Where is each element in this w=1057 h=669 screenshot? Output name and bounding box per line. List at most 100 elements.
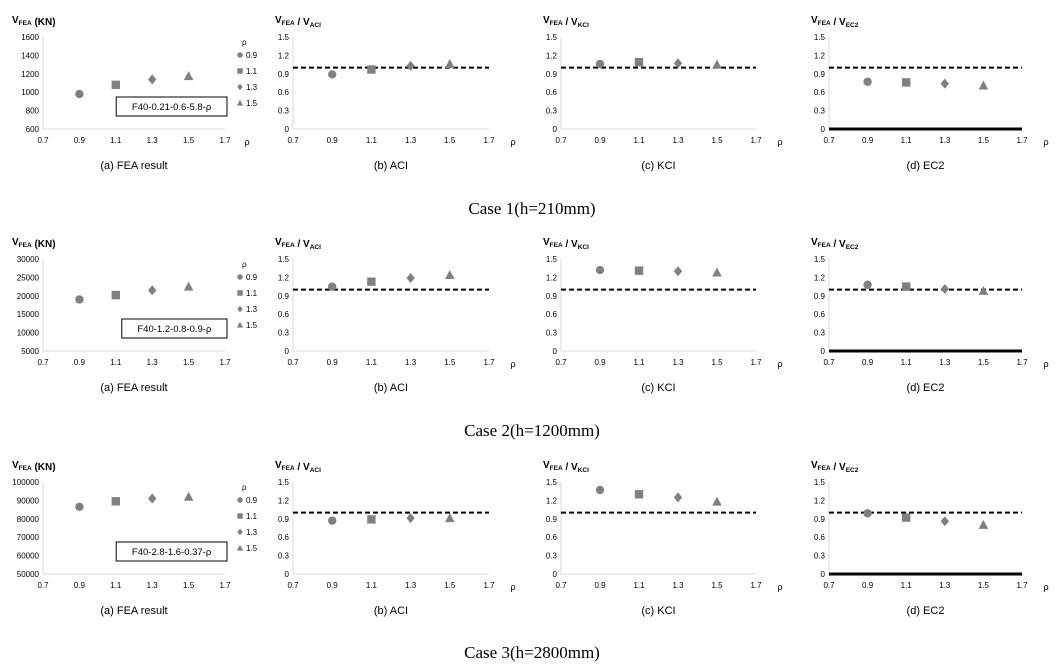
x-axis-label: ρ: [510, 359, 515, 369]
y-tick-label: 70000: [17, 533, 40, 542]
y-tick-label: 0.9: [546, 70, 558, 79]
data-point: [978, 285, 989, 295]
legend-marker: [237, 274, 243, 280]
x-tick-label: 1.1: [901, 136, 913, 145]
y-axis-title: VFEA / VKCI: [543, 460, 589, 474]
panel-caption: (c) KCI: [641, 605, 675, 617]
x-tick-label: 1.5: [978, 136, 990, 145]
y-tick-label: 0.9: [278, 292, 290, 301]
x-tick-label: 1.3: [147, 136, 159, 145]
data-point: [75, 502, 84, 512]
legend-marker: [237, 497, 243, 503]
data-point: [328, 70, 337, 79]
label-box: [115, 96, 228, 117]
data-point: [406, 513, 415, 524]
data-point: [712, 59, 722, 69]
case-title: Case 3(h=2800mm): [464, 643, 600, 662]
y-tick-label: 30000: [17, 255, 40, 264]
x-axis-label: ρ: [777, 137, 782, 147]
y-tick-label: 0: [821, 570, 826, 579]
x-tick-label: 1.3: [672, 581, 684, 590]
legend-marker-shape: [237, 274, 243, 280]
x-tick-label: 1.3: [405, 136, 417, 145]
x-tick-label: 1.7: [483, 581, 495, 590]
data-point: [75, 89, 84, 99]
x-tick-label: 1.5: [183, 581, 195, 590]
y-tick-label: 1.2: [546, 51, 558, 60]
x-tick-label: 0.9: [594, 136, 606, 145]
data-point: [445, 513, 455, 523]
x-tick-label: 1.7: [483, 136, 495, 145]
y-tick-label: 1.5: [814, 478, 826, 487]
legend-label: 1.3: [246, 305, 258, 314]
legend-marker-shape: [237, 290, 243, 296]
data-point: [445, 269, 455, 279]
y-tick-label: 0.9: [278, 70, 290, 79]
data-point: [595, 59, 605, 69]
chart-panel: VFEA / VKCI 0 0.3 0.6 0.9 1.2 1.5 0.7 0.9 1.1 1.3 1…: [543, 15, 783, 172]
x-tick-label: 0.7: [37, 358, 49, 367]
y-tick-label: 0.6: [546, 88, 558, 97]
x-tick-label: 0.7: [555, 358, 567, 367]
y-tick-label: 1.2: [814, 496, 826, 505]
x-tick-label: 0.7: [287, 581, 299, 590]
y-tick-label: 1.5: [814, 255, 826, 264]
x-axis-label: ρ: [777, 359, 782, 369]
x-tick-label: 0.9: [594, 581, 606, 590]
chart-panel: VFEA (KN) 5000 10000 15000 20000 25000 30000 0.…: [12, 237, 258, 394]
x-tick-label: 1.7: [1016, 581, 1028, 590]
x-tick-label: 0.7: [555, 136, 567, 145]
y-tick-label: 800: [26, 107, 40, 116]
x-tick-label: 1.3: [672, 358, 684, 367]
x-axis-label: ρ: [244, 137, 249, 147]
data-point: [367, 277, 376, 286]
y-tick-label: 0: [553, 570, 558, 579]
y-tick-label: 0.6: [278, 88, 290, 97]
x-tick-label: 1.1: [366, 358, 378, 367]
legend-marker: [236, 321, 244, 328]
data-point: [111, 80, 120, 90]
y-axis-title: VFEA / VKCI: [543, 237, 589, 251]
data-point: [148, 74, 157, 85]
legend-marker-shape: [237, 305, 243, 313]
x-axis-label: ρ: [1043, 137, 1048, 147]
y-tick-label: 0: [285, 570, 290, 579]
y-tick-label: 0.9: [546, 292, 558, 301]
data-point: [111, 497, 120, 506]
data-point: [595, 485, 605, 495]
chart-panel: VFEA / VACI 0 0.3 0.6 0.9 1.2 1.5 0.7 0.9 1.1 1.3 1…: [275, 460, 516, 617]
data-point: [940, 284, 949, 295]
y-axis-title: VFEA / VKCI: [543, 15, 589, 29]
chart-panel: VFEA (KN) 600 800 1000 1200 1400 1600 0.7 0.9 1.1…: [12, 15, 258, 172]
y-tick-label: 80000: [17, 515, 40, 524]
y-tick-label: 0: [553, 347, 558, 356]
panel-caption: (a) FEA result: [100, 605, 167, 617]
y-tick-label: 1.5: [814, 33, 826, 42]
x-tick-label: 1.7: [750, 136, 762, 145]
x-tick-label: 1.3: [939, 358, 951, 367]
y-axis-title: VFEA / VACI: [275, 460, 321, 474]
legend-label: 1.1: [246, 289, 258, 298]
y-axis-title: VFEA (KN): [12, 15, 56, 28]
x-tick-label: 1.1: [110, 358, 122, 367]
x-tick-label: 1.5: [444, 136, 456, 145]
x-axis-label: ρ: [1043, 359, 1048, 369]
legend-label: 1.5: [246, 544, 258, 553]
data-point: [367, 65, 376, 74]
y-tick-label: 20000: [17, 292, 40, 301]
x-tick-label: 1.7: [483, 358, 495, 367]
data-point: [445, 58, 455, 68]
panel-caption: (c) KCI: [641, 382, 675, 394]
data-point: [673, 58, 683, 69]
x-axis-label: ρ: [510, 582, 515, 592]
data-point: [940, 516, 949, 527]
data-point: [328, 282, 337, 291]
panel-caption: (d) EC2: [907, 605, 945, 617]
y-tick-label: 0.6: [278, 310, 290, 319]
x-tick-label: 0.7: [823, 581, 835, 590]
legend-label: 1.5: [246, 99, 258, 108]
x-tick-label: 1.5: [711, 581, 723, 590]
y-tick-label: 1.2: [546, 496, 558, 505]
legend-label: 0.9: [246, 51, 258, 60]
y-tick-label: 0.6: [546, 310, 558, 319]
